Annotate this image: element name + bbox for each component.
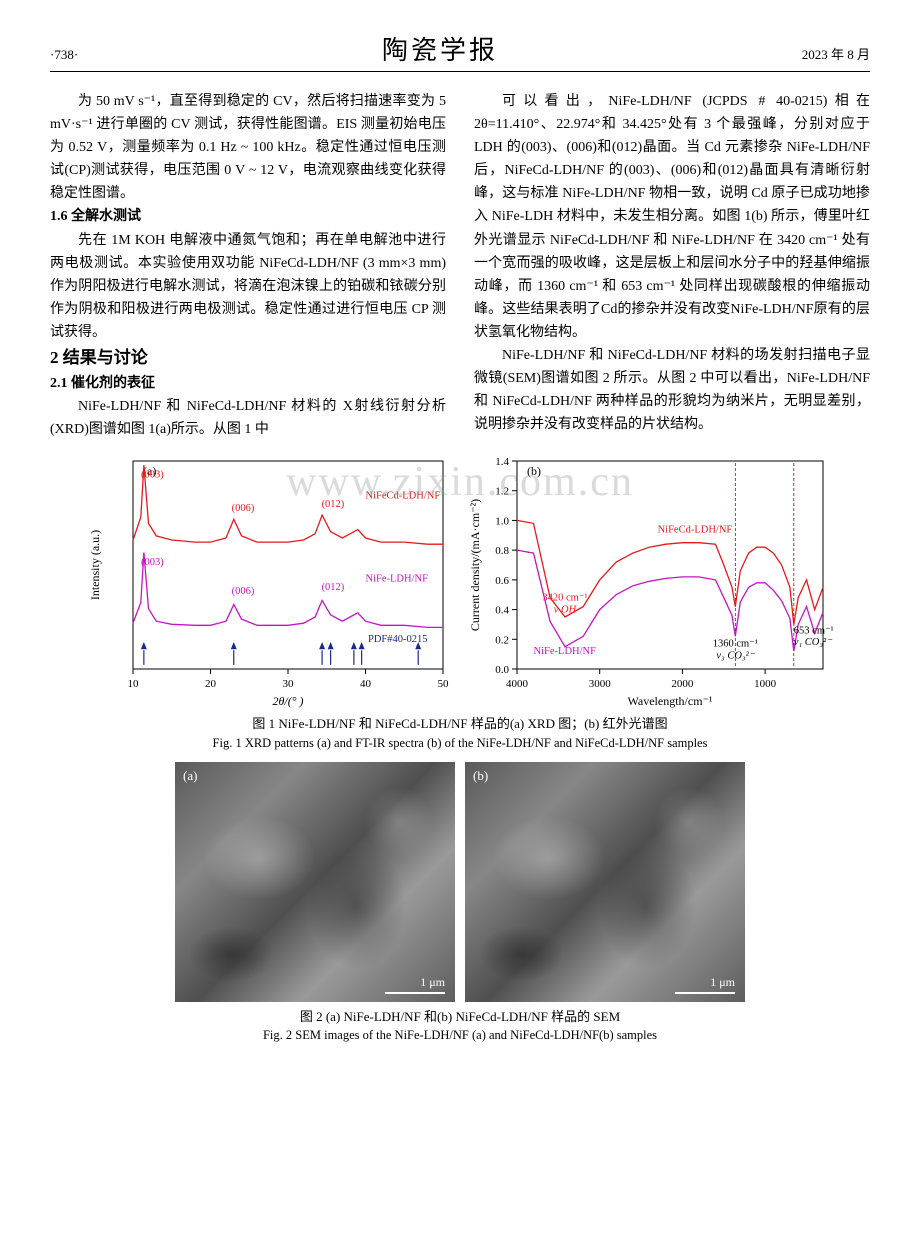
svg-text:1.2: 1.2: [495, 486, 509, 498]
scale-bar: 1 μm: [385, 975, 445, 994]
fig1-caption-en: Fig. 1 XRD patterns (a) and FT-IR spectr…: [213, 736, 708, 750]
svg-text:(012): (012): [322, 582, 345, 593]
svg-text:(003): (003): [141, 557, 164, 568]
svg-text:NiFeCd-LDH/NF: NiFeCd-LDH/NF: [366, 491, 441, 502]
figure-2: (a) 1 μm (b) 1 μm: [50, 762, 870, 1002]
svg-text:NiFe-LDH/NF: NiFe-LDH/NF: [366, 574, 429, 585]
svg-text:10: 10: [128, 678, 140, 690]
figure-1: 10203040502θ/(° )Intensity (a.u.)(a)(003…: [50, 449, 870, 709]
svg-text:PDF#40-0215: PDF#40-0215: [368, 634, 428, 645]
svg-text:20: 20: [205, 678, 217, 690]
svg-text:0.6: 0.6: [495, 575, 509, 587]
para: NiFe-LDH/NF 和 NiFeCd-LDH/NF 材料的 X射线衍射分析(…: [50, 395, 446, 441]
scale-line: [385, 992, 445, 994]
svg-text:(006): (006): [232, 503, 255, 514]
svg-text:4000: 4000: [506, 678, 529, 690]
svg-text:Intensity (a.u.): Intensity (a.u.): [88, 530, 102, 600]
svg-text:1.0: 1.0: [495, 516, 509, 528]
svg-text:(006): (006): [232, 586, 255, 597]
svg-text:2θ/(° ): 2θ/(° ): [272, 694, 303, 708]
svg-text:2000: 2000: [671, 678, 694, 690]
svg-text:0.8: 0.8: [495, 546, 509, 558]
svg-text:1360 cm⁻¹: 1360 cm⁻¹: [713, 639, 758, 650]
scale-text: 1 μm: [710, 975, 735, 990]
svg-text:40: 40: [360, 678, 372, 690]
heading-2-1: 2.1 催化剂的表征: [50, 372, 446, 395]
fig1-panel-a: 10203040502θ/(° )Intensity (a.u.)(a)(003…: [85, 449, 455, 709]
para: 为 50 mV s⁻¹，直至得到稳定的 CV，然后将扫描速率变为 5 mV·s⁻…: [50, 90, 446, 205]
fig2-panel-a: (a) 1 μm: [175, 762, 455, 1002]
svg-text:3000: 3000: [589, 678, 612, 690]
svg-text:0.0: 0.0: [495, 664, 509, 676]
scale-bar: 1 μm: [675, 975, 735, 994]
para: 可以看出，NiFe-LDH/NF (JCPDS # 40-0215)相在 2θ=…: [474, 90, 870, 344]
panel-label: (b): [473, 768, 488, 784]
journal-title: 陶瓷学报: [382, 30, 498, 67]
svg-text:(b): (b): [527, 464, 541, 478]
svg-text:v₁ CO₃²⁻: v₁ CO₃²⁻: [794, 638, 833, 649]
heading-1-6: 1.6 全解水测试: [50, 205, 446, 228]
scale-text: 1 μm: [420, 975, 445, 990]
fig2-panel-b: (b) 1 μm: [465, 762, 745, 1002]
page-number: ·738·: [50, 47, 78, 63]
svg-text:(012): (012): [322, 499, 345, 510]
left-column: 为 50 mV s⁻¹，直至得到稳定的 CV，然后将扫描速率变为 5 mV·s⁻…: [50, 90, 446, 441]
panel-label: (a): [183, 768, 197, 784]
svg-text:0.4: 0.4: [495, 605, 509, 617]
svg-text:653 cm⁻¹: 653 cm⁻¹: [794, 626, 834, 637]
heading-2: 2 结果与讨论: [50, 344, 446, 372]
svg-text:(003): (003): [141, 470, 164, 481]
svg-text:1000: 1000: [754, 678, 777, 690]
right-column: 可以看出，NiFe-LDH/NF (JCPDS # 40-0215)相在 2θ=…: [474, 90, 870, 441]
fig2-caption-en: Fig. 2 SEM images of the NiFe-LDH/NF (a)…: [263, 1028, 657, 1042]
fig1-panel-b: 4000 3000 2000 1000 0.0 0.2 0.4 0.6 0.8 1.0 1.2 1.4…: [465, 449, 835, 709]
page-header: ·738· 陶瓷学报 2023 年 8 月: [50, 30, 870, 72]
fig2-caption: 图 2 (a) NiFe-LDH/NF 和(b) NiFeCd-LDH/NF 样…: [50, 1008, 870, 1045]
fig2-caption-cn: 图 2 (a) NiFe-LDH/NF 和(b) NiFeCd-LDH/NF 样…: [300, 1009, 620, 1024]
para: NiFe-LDH/NF 和 NiFeCd-LDH/NF 材料的场发射扫描电子显微…: [474, 344, 870, 436]
svg-text:30: 30: [283, 678, 295, 690]
fig1-caption: 图 1 NiFe-LDH/NF 和 NiFeCd-LDH/NF 样品的(a) X…: [50, 715, 870, 752]
svg-text:0.2: 0.2: [495, 635, 509, 647]
svg-text:Wavelength/cm⁻¹: Wavelength/cm⁻¹: [628, 694, 713, 708]
issue-date: 2023 年 8 月: [802, 44, 870, 63]
para: 先在 1M KOH 电解液中通氮气饱和；再在单电解池中进行两电极测试。本实验使用…: [50, 229, 446, 344]
svg-text:NiFe-LDH/NF: NiFe-LDH/NF: [534, 647, 597, 658]
svg-text:v₃ CO₃²⁻: v₃ CO₃²⁻: [716, 651, 755, 662]
svg-text:NiFeCd-LDH/NF: NiFeCd-LDH/NF: [658, 525, 733, 536]
svg-text:1.4: 1.4: [495, 456, 509, 468]
scale-line: [675, 992, 735, 994]
svg-text:v OH: v OH: [554, 605, 578, 616]
svg-text:Current density/(mA·cm⁻²): Current density/(mA·cm⁻²): [468, 499, 482, 631]
fig1-caption-cn: 图 1 NiFe-LDH/NF 和 NiFeCd-LDH/NF 样品的(a) X…: [252, 716, 667, 731]
svg-text:50: 50: [438, 678, 450, 690]
svg-text:3420 cm⁻¹: 3420 cm⁻¹: [542, 593, 587, 604]
body-columns: 为 50 mV s⁻¹，直至得到稳定的 CV，然后将扫描速率变为 5 mV·s⁻…: [50, 90, 870, 441]
